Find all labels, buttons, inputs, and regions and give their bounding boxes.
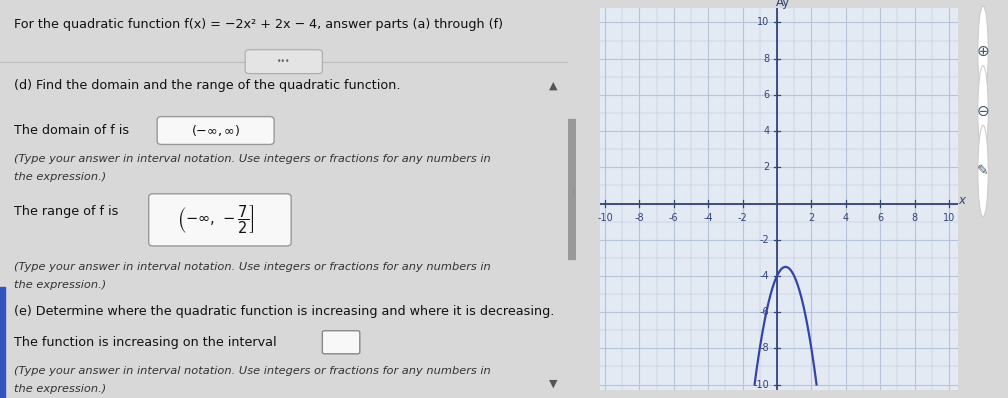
Text: Ay: Ay <box>776 0 790 9</box>
Text: The domain of f is: The domain of f is <box>14 124 129 137</box>
Text: (Type your answer in interval notation. Use integers or fractions for any number: (Type your answer in interval notation. … <box>14 366 491 376</box>
Text: -4: -4 <box>704 213 713 224</box>
Text: The function is increasing on the interval: The function is increasing on the interv… <box>14 336 277 349</box>
Text: •••: ••• <box>277 57 290 66</box>
Text: 8: 8 <box>911 213 917 224</box>
Text: -6: -6 <box>760 307 769 317</box>
Text: the expression.): the expression.) <box>14 172 107 182</box>
Bar <box>568 119 576 259</box>
Text: -10: -10 <box>597 213 613 224</box>
Text: the expression.): the expression.) <box>14 280 107 291</box>
Text: The range of f is: The range of f is <box>14 205 119 218</box>
Circle shape <box>978 66 988 157</box>
Text: ⊖: ⊖ <box>977 104 990 119</box>
Text: -2: -2 <box>738 213 747 224</box>
Text: ▼: ▼ <box>549 379 557 389</box>
FancyBboxPatch shape <box>323 331 360 354</box>
Text: 4: 4 <box>763 126 769 136</box>
Text: x: x <box>959 194 966 207</box>
Text: -8: -8 <box>634 213 644 224</box>
Text: 10: 10 <box>757 18 769 27</box>
Text: ▲: ▲ <box>549 80 557 91</box>
Text: $\left(-\infty,\,-\dfrac{7}{2}\right]$: $\left(-\infty,\,-\dfrac{7}{2}\right]$ <box>177 203 255 236</box>
Text: -2: -2 <box>759 235 769 245</box>
FancyBboxPatch shape <box>245 50 323 74</box>
Text: -4: -4 <box>760 271 769 281</box>
Text: For the quadratic function f(x) = −2x² + 2x − 4, answer parts (a) through (f): For the quadratic function f(x) = −2x² +… <box>14 18 503 31</box>
Text: -6: -6 <box>669 213 678 224</box>
Text: (e) Determine where the quadratic function is increasing and where it is decreas: (e) Determine where the quadratic functi… <box>14 305 554 318</box>
Text: -10: -10 <box>753 380 769 390</box>
Text: (Type your answer in interval notation. Use integers or fractions for any number: (Type your answer in interval notation. … <box>14 262 491 273</box>
Bar <box>0 287 5 398</box>
Text: 2: 2 <box>808 213 814 224</box>
Text: ⊕: ⊕ <box>977 44 990 59</box>
Text: 4: 4 <box>843 213 849 224</box>
Text: the expression.): the expression.) <box>14 384 107 394</box>
Circle shape <box>978 6 988 98</box>
Text: 6: 6 <box>877 213 883 224</box>
FancyBboxPatch shape <box>157 117 274 144</box>
Text: 10: 10 <box>942 213 956 224</box>
Text: 8: 8 <box>763 54 769 64</box>
Text: 6: 6 <box>763 90 769 100</box>
Text: -8: -8 <box>760 343 769 353</box>
Text: $(-\infty, \infty)$: $(-\infty, \infty)$ <box>192 123 240 138</box>
Text: …: … <box>568 185 576 193</box>
Text: 2: 2 <box>763 162 769 172</box>
Text: (d) Find the domain and the range of the quadratic function.: (d) Find the domain and the range of the… <box>14 79 401 92</box>
Circle shape <box>978 125 988 217</box>
FancyBboxPatch shape <box>149 194 291 246</box>
Text: ✎: ✎ <box>977 164 989 178</box>
Text: (Type your answer in interval notation. Use integers or fractions for any number: (Type your answer in interval notation. … <box>14 154 491 164</box>
